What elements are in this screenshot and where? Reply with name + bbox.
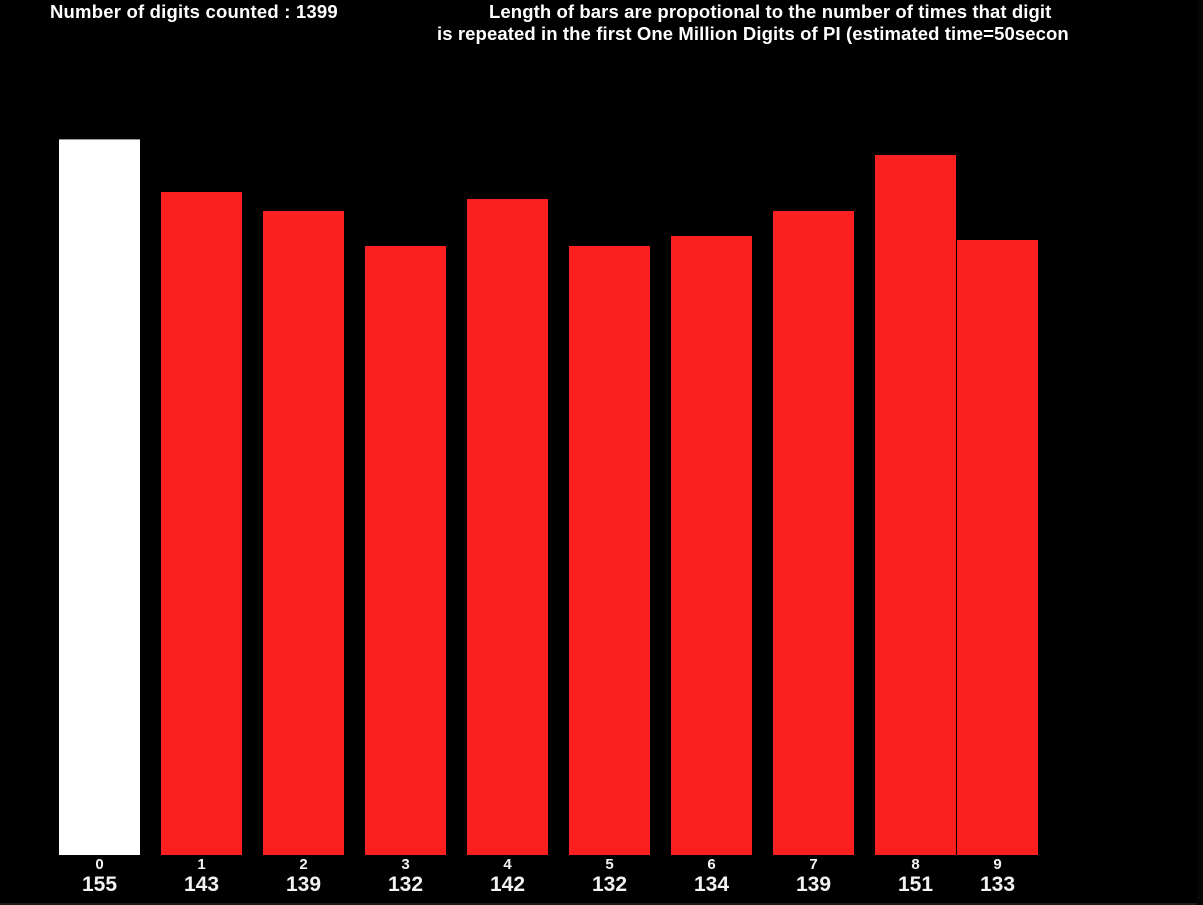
bar-digit-4[interactable] (467, 199, 548, 855)
bar-digit-1[interactable] (161, 192, 242, 855)
bar-digit-0[interactable] (59, 139, 140, 855)
count-label-3: 132 (387, 873, 424, 896)
bar-digit-7[interactable] (773, 211, 854, 855)
digit-label-8: 8 (911, 856, 920, 873)
count-label-7: 139 (795, 873, 832, 896)
count-label-6: 134 (693, 873, 730, 896)
right-border (1197, 0, 1203, 905)
bar-digit-6[interactable] (671, 236, 752, 855)
count-label-9: 133 (979, 873, 1016, 896)
count-label-1: 143 (183, 873, 220, 896)
digit-label-7: 7 (809, 856, 818, 873)
bar-digit-5[interactable] (569, 246, 650, 855)
digit-label-0: 0 (95, 856, 104, 873)
count-label-4: 142 (489, 873, 526, 896)
bottom-border (0, 903, 1203, 905)
count-label-2: 139 (285, 873, 322, 896)
digit-label-2: 2 (299, 856, 308, 873)
bar-digit-3[interactable] (365, 246, 446, 855)
digit-label-9: 9 (993, 856, 1002, 873)
digits-counted-label: Number of digits counted : 1399 (50, 1, 338, 22)
digit-label-4: 4 (503, 856, 512, 873)
bar-digit-9[interactable] (957, 240, 1038, 855)
digit-label-6: 6 (707, 856, 716, 873)
count-label-8: 151 (897, 873, 934, 896)
digit-label-5: 5 (605, 856, 614, 873)
count-label-0: 155 (81, 873, 118, 896)
bar-digit-8[interactable] (875, 155, 956, 855)
bar-digit-2[interactable] (263, 211, 344, 855)
chart-description-line-2: is repeated in the first One Million Dig… (437, 23, 1069, 44)
digit-label-3: 3 (401, 856, 410, 873)
chart-description-line-1: Length of bars are propotional to the nu… (489, 1, 1052, 22)
chart-description: Length of bars are propotional to the nu… (437, 1, 1203, 45)
digit-label-1: 1 (197, 856, 206, 873)
count-label-5: 132 (591, 873, 628, 896)
